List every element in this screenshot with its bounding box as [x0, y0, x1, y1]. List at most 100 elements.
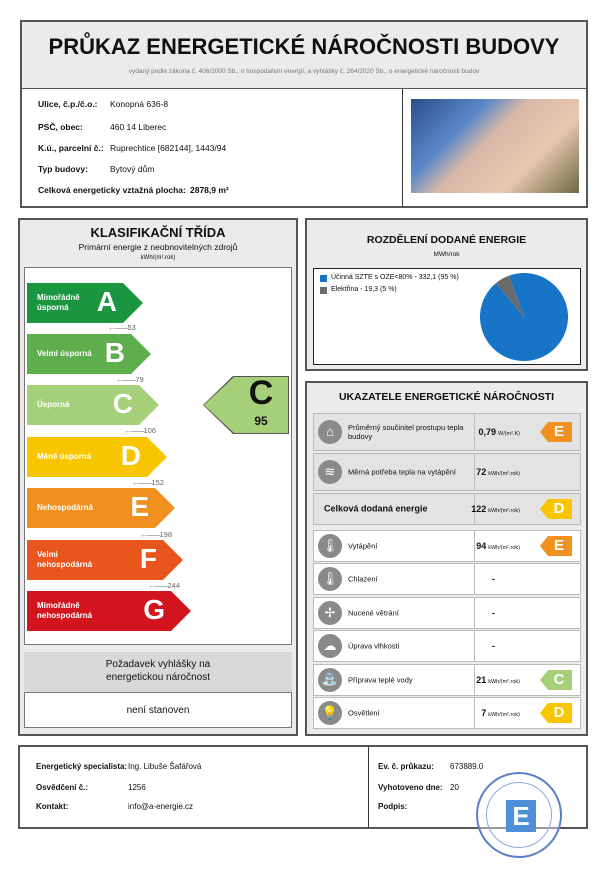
indicator-row: ⌂ Průměrný součinitel prostupu tepla budo… — [313, 413, 581, 451]
class-name: Velmi úsporná — [37, 349, 92, 358]
cert-label: Osvědčení č.: — [36, 783, 89, 792]
class-bar-b: Velmi úsporná B — [27, 334, 151, 374]
indicator-label: Měrná potřeba tepla na vytápění — [348, 467, 456, 477]
legend-item: Elektřina - 19,3 (5 %) — [320, 286, 397, 294]
divider — [474, 454, 475, 490]
value-unit: kWh/(m².rok) — [488, 471, 520, 477]
pie-chart — [480, 273, 568, 361]
humidity-icon: ☁ — [318, 634, 342, 658]
distribution-unit: MWh/rok — [433, 251, 460, 258]
indicator-value: 7 kWh/(m².rok) — [481, 708, 520, 718]
divider — [474, 598, 475, 628]
area-value: 2878,9 m² — [190, 185, 229, 195]
ku-label: K.ú., parcelní č.: — [38, 143, 104, 153]
current-class-letter: C — [248, 374, 274, 412]
indicator-value: - — [492, 608, 495, 618]
class-name: Úsporná — [37, 400, 70, 409]
legend-label: Elektřina - 19,3 (5 %) — [331, 286, 397, 293]
class-letter: B — [104, 337, 125, 368]
threshold-a: 53 — [108, 323, 136, 332]
ev-label: Ev. č. průkazu: — [378, 762, 434, 771]
class-bar-e: Nehospodárná E — [27, 488, 175, 528]
street-label: Ulice, č.p./č.o.: — [38, 99, 98, 109]
indicator-row: ⛲ Příprava teplé vody 21 kWh/(m².rok) C — [313, 664, 581, 696]
indicator-value: - — [492, 641, 495, 651]
class-bar-g: Mimořádně nehospodárná G — [27, 591, 191, 631]
value-unit: kWh/(m².rok) — [488, 545, 520, 551]
pie-slice — [495, 275, 524, 317]
contact-label: Kontakt: — [36, 802, 69, 811]
requirement-box: není stanoven — [24, 692, 292, 728]
page-title: PRŮKAZ ENERGETICKÉ NÁROČNOSTI BUDOVY — [48, 34, 560, 59]
area-label: Celková energeticky vztažná plocha: — [38, 185, 186, 195]
divider — [368, 747, 369, 827]
value-number: 7 — [481, 708, 487, 718]
contact-value[interactable]: info@a-energie.cz — [128, 802, 194, 811]
fan-icon: ✢ — [318, 601, 342, 625]
value-number: 0,79 — [478, 427, 496, 437]
class-letter: F — [139, 543, 157, 574]
page-subtitle: vydaný podle zákona č. 406/2000 Sb., o h… — [128, 68, 480, 75]
ku-value: Ruprechtice [682144], 1443/94 — [110, 143, 227, 153]
psc-label: PSČ, obec: — [38, 122, 83, 132]
legend-item: Účinná SZTE s OZE<80% - 332,1 (95 %) — [320, 274, 459, 282]
class-tag: D — [540, 703, 572, 723]
class-bar-a: Mimořádně úsporná A — [27, 283, 143, 323]
value-unit: kWh/(m².rok) — [488, 679, 520, 685]
house-icon: ⌂ — [318, 420, 342, 444]
class-tag: E — [540, 536, 572, 556]
stamp: E — [476, 772, 562, 858]
indicators-title: UKAZATELE ENERGETICKÉ NÁROČNOSTI — [338, 391, 555, 403]
cert-value: 1256 — [128, 783, 146, 792]
indicator-row: ≋ Měrná potřeba tepla na vytápění 72 kWh/(m… — [313, 453, 581, 491]
heating-icon: 🌡 — [318, 534, 342, 558]
legend-label: Účinná SZTE s OZE<80% - 332,1 (95 %) — [331, 274, 459, 281]
indicator-label: Chlazení — [348, 574, 378, 584]
class-letter: E — [130, 491, 149, 522]
indicator-row: ✢ Nucené větrání - — [313, 597, 581, 629]
pie-chart-box: Účinná SZTE s OZE<80% - 332,1 (95 %) Ele… — [313, 268, 581, 365]
class-tag: D — [540, 499, 572, 519]
light-bulb-icon: 💡 — [318, 701, 342, 725]
value-unit: W/(m².K) — [498, 431, 520, 437]
divider — [474, 414, 475, 450]
header: PRŮKAZ ENERGETICKÉ NÁROČNOSTI BUDOVY vyd… — [20, 20, 588, 90]
class-letter: G — [143, 594, 165, 625]
threshold-d: 152 — [132, 478, 165, 487]
indicator-row: 🌡 Chlazení - — [313, 563, 581, 595]
class-letter: C — [112, 388, 133, 419]
street-value: Konopná 636-8 — [110, 99, 169, 109]
specialist-label: Energetický specialista: — [36, 762, 128, 771]
divider — [474, 531, 475, 561]
value-number: 94 — [476, 541, 487, 551]
indicator-row: 💡 Osvětlení 7 kWh/(m².rok) D — [313, 697, 581, 729]
divider — [474, 698, 475, 728]
class-letter: A — [96, 286, 117, 317]
class-name: Nehospodárná — [37, 503, 94, 512]
class-bar-f: Velmi nehospodárná F — [27, 540, 183, 580]
current-class-value: 95 — [254, 414, 268, 428]
date-label: Vyhotoveno dne: — [378, 783, 443, 792]
indicator-label: Celková dodaná energie — [324, 503, 428, 514]
indicator-value: 21 kWh/(m².rok) — [476, 675, 520, 685]
heat-demand-icon: ≋ — [318, 460, 342, 484]
date-value: 20 — [450, 783, 459, 792]
value-number: 72 — [476, 467, 487, 477]
class-name: Velmi nehospodárná — [37, 550, 93, 569]
type-value: Bytový dům — [110, 164, 155, 174]
indicator-value: - — [492, 574, 495, 584]
classification-unit: kWh/(m².rok) — [140, 255, 176, 261]
threshold-e: 198 — [140, 530, 173, 539]
class-name: Mimořádně úsporná — [37, 293, 80, 312]
legend-swatch — [320, 275, 327, 282]
specialist-value: Ing. Libuše Šafářová — [128, 762, 202, 771]
sign-label: Podpis: — [378, 802, 408, 811]
indicator-row: ☁ Úprava vlhkosti - — [313, 630, 581, 662]
psc-value: 460 14 Liberec — [110, 122, 167, 132]
divider — [474, 564, 475, 594]
divider — [474, 631, 475, 661]
requirement-value: není stanoven — [126, 705, 190, 716]
legend-swatch — [320, 287, 327, 294]
indicator-label: Úprava vlhkosti — [348, 641, 400, 651]
cooling-icon: 🌡 — [318, 567, 342, 591]
